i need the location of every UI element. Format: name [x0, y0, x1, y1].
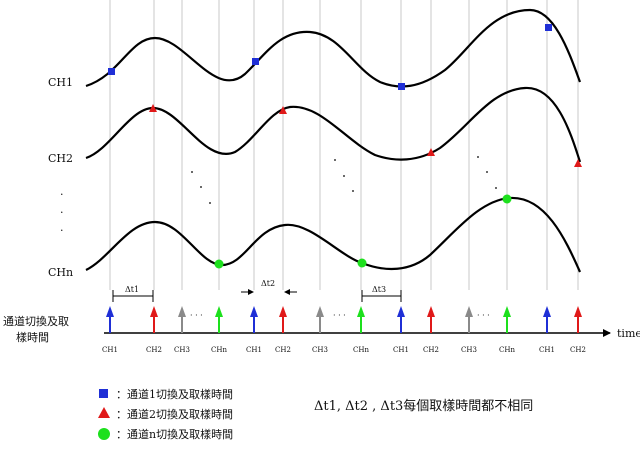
waveform-ch2: [85, 86, 582, 163]
legend-text-ch2: ：通道2切換及取樣時間: [116, 407, 233, 421]
sample-arrow-label: CH2: [423, 346, 439, 354]
legend-text-chn: ：通道n切換及取樣時間: [116, 427, 233, 441]
sample-arrow-label: CH2: [275, 346, 291, 354]
sample-arrow-head: [503, 306, 511, 317]
timing-note: Δt1, Δt2 , Δt3每個取樣時間都不相同: [314, 398, 533, 414]
sample-arrow-label: CHn: [211, 346, 227, 354]
chn-sample-marker: [357, 258, 367, 268]
ch2-sample-marker: [149, 104, 157, 112]
sample-arrow-label: CH3: [312, 346, 328, 354]
sample-arrow-head: [215, 306, 223, 317]
arrow-gap-dots: · · ·: [333, 311, 346, 320]
waveform-ch1: [85, 8, 582, 88]
channel-label-ch1: CH1: [48, 76, 73, 89]
sample-arrow-label: CH1: [102, 346, 118, 354]
channel-label-chn: CHn: [48, 266, 73, 279]
sample-arrow-head: [397, 306, 405, 317]
sample-arrow-head: [465, 306, 473, 317]
sample-arrow-head: [543, 306, 551, 317]
sample-arrow-label: CH2: [146, 346, 162, 354]
legend-text-ch1: ：通道1切換及取樣時間: [116, 387, 233, 401]
sample-arrow-head: [357, 306, 365, 317]
sample-arrow-label: CHn: [353, 346, 369, 354]
ch1-sample-marker: [252, 58, 259, 65]
ellipsis-dots-1: [191, 171, 211, 204]
channel-label-vertical-dot: .: [60, 203, 64, 216]
legend-square-icon: [99, 389, 108, 398]
channel-label-vertical-dot: .: [60, 185, 64, 198]
sample-arrow-label: CH1: [393, 346, 409, 354]
axis-caption-line2: 樣時間: [16, 330, 49, 344]
waveform-chn: [85, 196, 582, 273]
delta-t1-label: Δt1: [125, 285, 139, 294]
ch1-sample-marker: [398, 83, 405, 90]
ch1-sample-marker: [108, 68, 115, 75]
ch2-sample-marker: [427, 148, 435, 156]
legend-circle-icon: [98, 428, 110, 440]
chn-sample-marker: [214, 259, 224, 269]
channel-label-ch2: CH2: [48, 152, 73, 165]
time-axis-label: time: [617, 327, 640, 340]
sample-arrow-head: [150, 306, 158, 317]
sampling-arrows: CH1 CH2 CH3 CHn CH1 CH2 CH3 CHn CH1 CH2 CH3 CHn CH1 C…: [102, 306, 586, 354]
delta-t3-label: Δt3: [372, 285, 386, 294]
ch1-sample-marker: [545, 24, 552, 31]
ch2-sample-marker: [279, 106, 287, 114]
sample-arrow-head: [427, 306, 435, 317]
channel-label-vertical-dot: .: [60, 221, 64, 234]
ellipsis-dots-3: [477, 156, 497, 189]
legend-triangle-icon: [98, 407, 110, 418]
chn-sample-marker: [502, 194, 512, 204]
sample-arrow-label: CH1: [539, 346, 555, 354]
sample-arrow-label: CH1: [246, 346, 262, 354]
arrow-gap-dots: · · ·: [190, 311, 203, 320]
sample-arrow-label: CH3: [461, 346, 477, 354]
sample-arrow-head: [250, 306, 258, 317]
sample-arrow-head: [178, 306, 186, 317]
sample-arrow-head: [316, 306, 324, 317]
sample-arrow-head: [106, 306, 114, 317]
ch2-sample-marker: [574, 159, 582, 167]
sample-arrow-head: [279, 306, 287, 317]
ellipsis-dots-2: [334, 159, 354, 192]
sample-arrow-label: CH3: [174, 346, 190, 354]
delta-t2-label: Δt2: [261, 279, 275, 288]
arrow-gap-dots: · · ·: [477, 311, 490, 320]
sample-arrow-label: CHn: [499, 346, 515, 354]
sample-arrow-label: CH2: [570, 346, 586, 354]
sample-arrow-head: [574, 306, 582, 317]
axis-caption-line1: 通道切換及取: [3, 314, 69, 328]
vertical-gridlines: [109, 0, 579, 290]
